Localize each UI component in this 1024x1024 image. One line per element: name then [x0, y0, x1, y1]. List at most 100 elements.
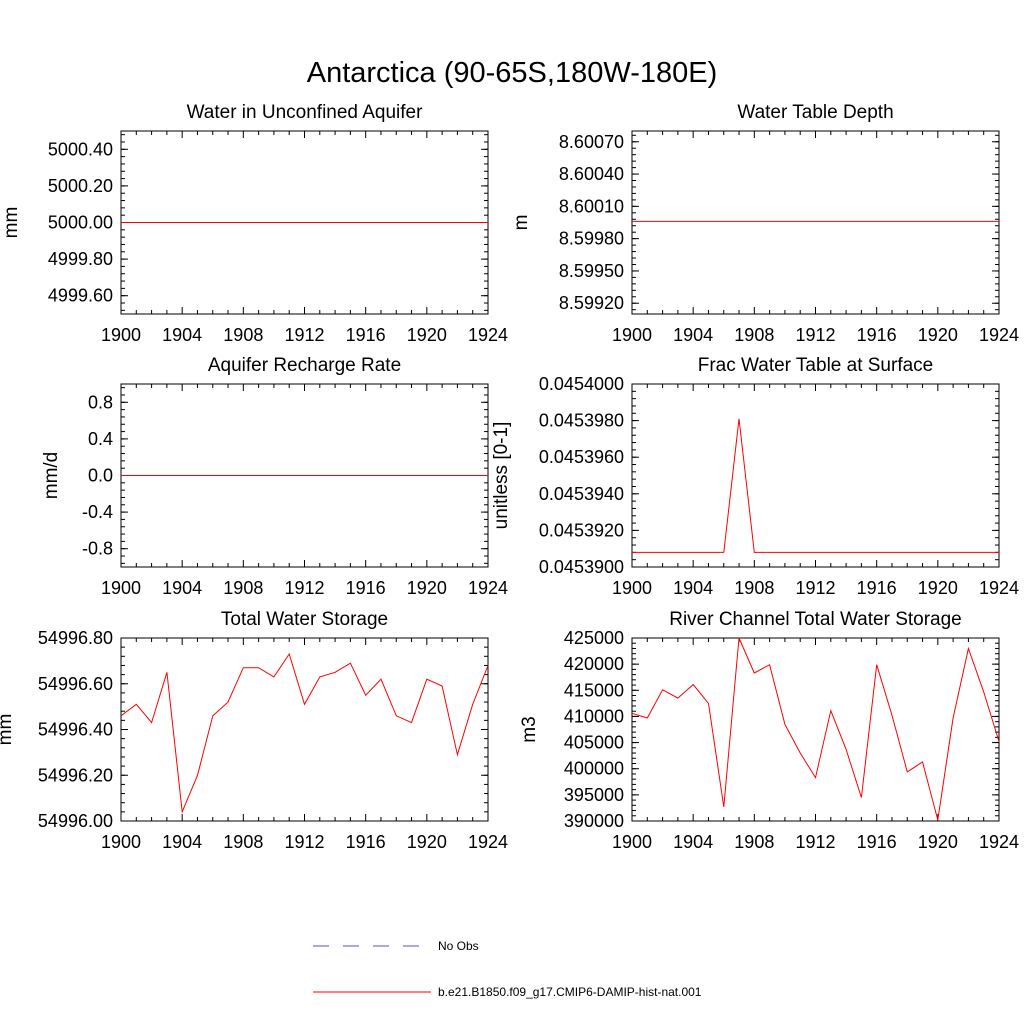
legend-label: No Obs [438, 939, 479, 953]
plot-frame [631, 383, 1000, 568]
legend: No Obs b.e21.B1850.f09_g17.CMIP6-DAMIP-hi… [313, 939, 702, 999]
y-tick-label: 54996.00 [38, 811, 113, 831]
panel-title: Water Table Depth [737, 102, 893, 123]
x-tick-label: 1908 [734, 832, 774, 852]
y-tick-label: 8.60010 [559, 196, 624, 216]
x-tick-label: 1912 [795, 325, 835, 345]
chart-panel-2: Water Table Depth m 1900 1904 1908 1912 1916 19… [511, 102, 1019, 345]
y-tick-label: 0.0453900 [539, 557, 624, 577]
series-line [120, 652, 489, 814]
y-tick-label: 54996.40 [38, 720, 113, 740]
x-tick-label: 1912 [284, 325, 324, 345]
series-line [632, 418, 999, 553]
y-tick-label: 8.60070 [559, 132, 624, 152]
x-tick-label: 1904 [673, 832, 713, 852]
y-tick-label: -0.4 [82, 502, 113, 522]
x-tick-label: 1900 [612, 325, 652, 345]
y-tick-label: 54996.20 [38, 765, 113, 785]
x-tick-label: 1920 [407, 325, 447, 345]
y-axis-label: mm [0, 714, 16, 746]
x-tick-label: 1904 [162, 325, 202, 345]
panel-title: Total Water Storage [221, 609, 388, 630]
x-tick-label: 1920 [407, 832, 447, 852]
y-tick-label: 0.0453940 [539, 484, 624, 504]
x-tick-label: 1908 [734, 325, 774, 345]
y-tick-label: 0.0454000 [539, 374, 624, 394]
y-tick-label: 0.0453980 [539, 411, 624, 431]
y-tick-label: 5000.40 [48, 139, 113, 159]
x-tick-label: 1908 [734, 578, 774, 598]
y-tick-label: 0.0453960 [539, 447, 624, 467]
x-tick-label: 1916 [346, 325, 386, 345]
y-tick-label: -0.8 [82, 539, 113, 559]
y-axis-label: unitless [0-1] [491, 422, 512, 530]
chart-panel-3: Aquifer Recharge Rate mm/d 1900 1904 1908 191… [41, 355, 508, 598]
y-tick-label: 400000 [564, 759, 624, 779]
y-tick-label: 425000 [564, 628, 624, 648]
panel-title: Frac Water Table at Surface [698, 355, 934, 376]
y-tick-label: 0.8 [88, 392, 113, 412]
y-tick-label: 410000 [564, 706, 624, 726]
y-axis-label: m [511, 215, 532, 231]
x-tick-label: 1904 [162, 578, 202, 598]
y-tick-label: 0.0453920 [539, 520, 624, 540]
x-tick-label: 1912 [795, 578, 835, 598]
y-tick-label: 8.59980 [559, 229, 624, 249]
x-tick-label: 1916 [857, 578, 897, 598]
x-tick-label: 1912 [795, 832, 835, 852]
x-tick-label: 1908 [223, 832, 263, 852]
y-axis-label: mm [1, 207, 22, 239]
chart-panel-4: Frac Water Table at Surface unitless [0-1… [491, 355, 1019, 598]
x-tick-label: 1924 [979, 325, 1019, 345]
x-tick-label: 1900 [101, 578, 141, 598]
series-line [631, 637, 1000, 821]
x-tick-label: 1912 [284, 832, 324, 852]
x-tick-label: 1916 [857, 832, 897, 852]
legend-label: b.e21.B1850.f09_g17.CMIP6-DAMIP-hist-nat… [438, 985, 702, 999]
x-tick-label: 1912 [284, 578, 324, 598]
chart-panel-5: Total Water Storage mm 1900 1904 1908 1912 191… [0, 609, 508, 852]
y-tick-label: 0.0 [88, 466, 113, 486]
y-tick-label: 5000.00 [48, 213, 113, 233]
y-tick-label: 405000 [564, 733, 624, 753]
x-tick-label: 1916 [346, 578, 386, 598]
y-tick-label: 8.59920 [559, 293, 624, 313]
x-tick-label: 1900 [101, 325, 141, 345]
y-tick-label: 0.4 [88, 429, 113, 449]
chart-panel-1: Water in Unconfined Aquifer mm 1900 1904 190… [1, 102, 508, 345]
x-tick-label: 1916 [857, 325, 897, 345]
x-tick-label: 1920 [918, 832, 958, 852]
x-tick-label: 1904 [673, 325, 713, 345]
x-tick-label: 1920 [918, 578, 958, 598]
plot-frame [631, 130, 1000, 315]
x-tick-label: 1900 [612, 832, 652, 852]
y-tick-label: 54996.60 [38, 674, 113, 694]
figure-title: Antarctica (90-65S,180W-180E) [307, 57, 718, 89]
x-tick-label: 1924 [468, 325, 508, 345]
x-tick-label: 1904 [673, 578, 713, 598]
plot-frame [120, 637, 489, 822]
x-tick-label: 1900 [612, 578, 652, 598]
x-tick-label: 1908 [223, 578, 263, 598]
panel-title: River Channel Total Water Storage [669, 609, 962, 630]
x-tick-label: 1916 [346, 832, 386, 852]
x-tick-label: 1920 [918, 325, 958, 345]
y-tick-label: 415000 [564, 680, 624, 700]
y-axis-label: mm/d [41, 452, 62, 500]
x-tick-label: 1908 [223, 325, 263, 345]
y-tick-label: 4999.60 [48, 286, 113, 306]
plot-frame [631, 637, 1000, 822]
x-tick-label: 1904 [162, 832, 202, 852]
y-tick-label: 4999.80 [48, 249, 113, 269]
chart-panel-6: River Channel Total Water Storage m3 1900 1… [519, 609, 1019, 852]
x-tick-label: 1900 [101, 832, 141, 852]
panel-title: Water in Unconfined Aquifer [187, 102, 424, 123]
x-tick-label: 1924 [979, 832, 1019, 852]
y-tick-label: 8.59950 [559, 261, 624, 281]
x-tick-label: 1920 [407, 578, 447, 598]
y-tick-label: 5000.20 [48, 176, 113, 196]
x-tick-label: 1924 [468, 578, 508, 598]
panel-title: Aquifer Recharge Rate [208, 355, 401, 376]
y-tick-label: 420000 [564, 654, 624, 674]
